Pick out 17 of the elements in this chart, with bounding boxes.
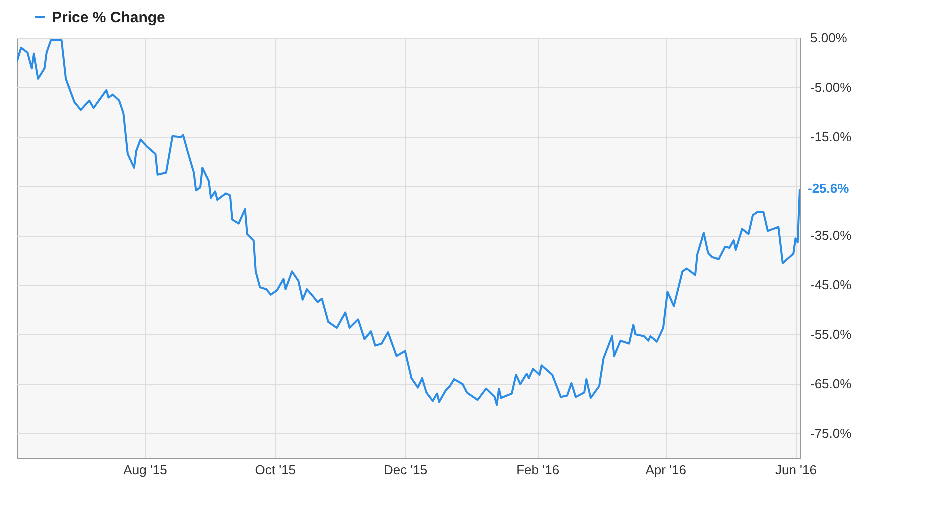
- x-tick-label: Feb '16: [516, 462, 560, 478]
- x-tick-label: Jun '16: [775, 462, 817, 478]
- y-tick-label: -45.0%: [810, 278, 852, 293]
- legend-label: Price % Change: [52, 10, 166, 26]
- y-tick-label: 5.00%: [810, 30, 848, 46]
- x-tick-label: Dec '15: [384, 462, 428, 478]
- x-tick-label: Aug '15: [124, 462, 168, 478]
- data-label: -25.6%: [808, 181, 850, 196]
- y-tick-label: -15.0%: [810, 129, 852, 144]
- y-tick-label: -65.0%: [810, 376, 852, 392]
- y-tick-label: -75.0%: [810, 426, 852, 441]
- x-tick-label: Apr '16: [646, 462, 686, 478]
- line-series: [17, 39, 800, 406]
- x-tick-label: Oct '15: [255, 462, 296, 478]
- y-tick-label: -5.00%: [810, 80, 852, 95]
- y-tick-label: -55.0%: [810, 326, 852, 342]
- y-tick-label: -35.0%: [810, 228, 852, 244]
